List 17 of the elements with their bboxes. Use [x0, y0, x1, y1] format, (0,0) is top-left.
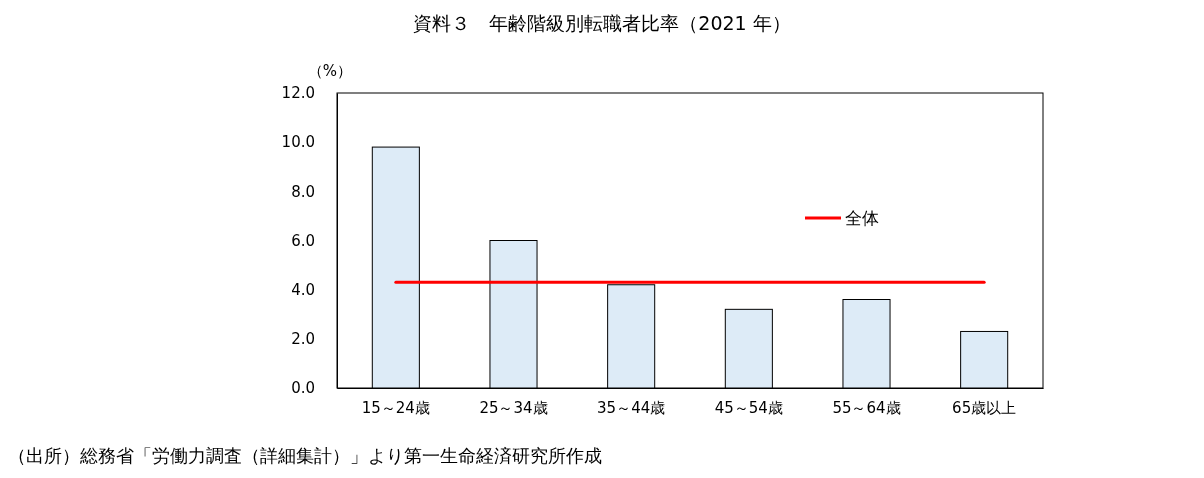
y-axis-title: （%） — [307, 62, 353, 80]
chart-title: 資料３ 年齢階級別転職者比率（2021 年） — [413, 12, 791, 34]
text: （出所）総務省「労働力調査（詳細集計）」より第一生命経済研究所作成 — [8, 445, 602, 466]
y-tick-label: 0.0 — [291, 379, 315, 398]
legend-label: 全体 — [845, 208, 879, 228]
y-tick-label: 12.0 — [281, 84, 315, 103]
y-tick-label: 4.0 — [291, 280, 315, 299]
x-tick-label: 55～64歳 — [832, 398, 901, 417]
y-tick-label: 6.0 — [291, 231, 315, 250]
x-tick-label: 25～34歳 — [479, 398, 548, 417]
x-tick-label: 65歳以上 — [952, 398, 1017, 417]
x-tick-label: 45～54歳 — [714, 398, 783, 417]
y-tick-label: 10.0 — [281, 133, 315, 152]
x-tick-label: 35～44歳 — [597, 398, 666, 417]
x-tick-label: 15～24歳 — [361, 398, 430, 417]
y-tick-label: 2.0 — [291, 330, 315, 349]
y-tick-label: 8.0 — [291, 182, 315, 201]
